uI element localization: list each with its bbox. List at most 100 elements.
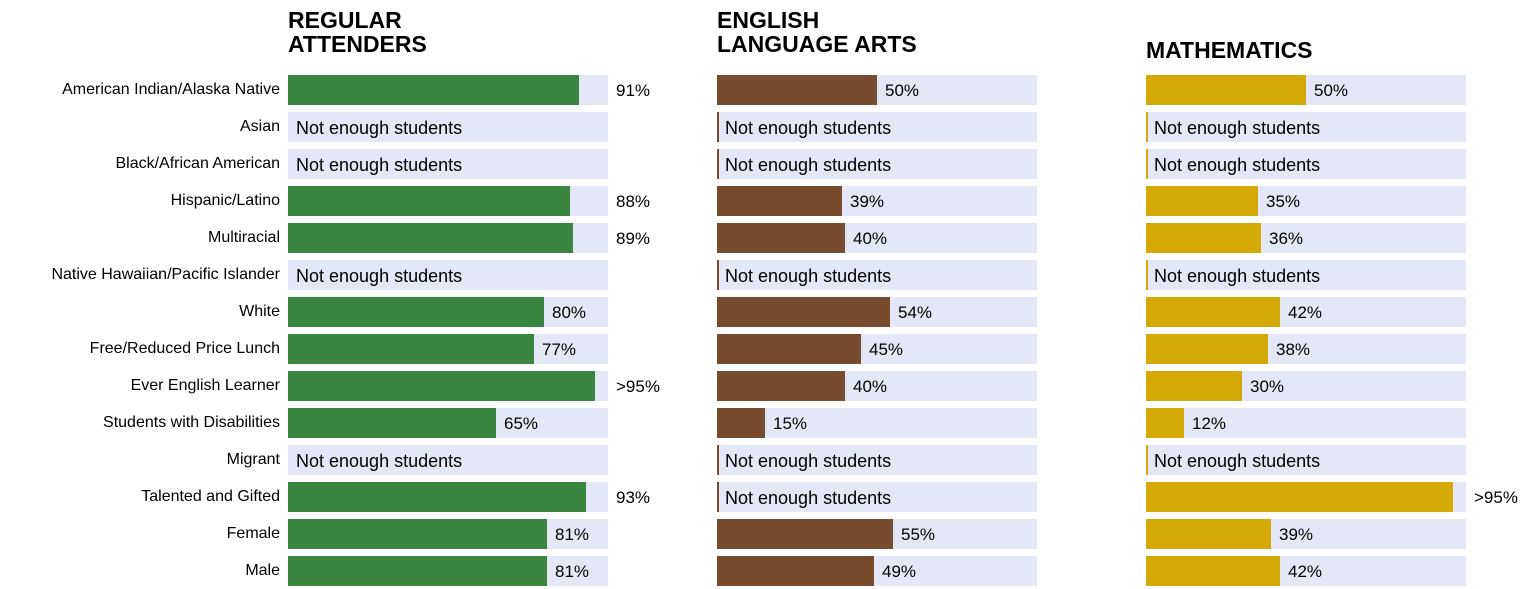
bar (717, 75, 877, 105)
data-label: 38% (1276, 340, 1311, 359)
data-label: 30% (1250, 377, 1285, 396)
data-label: 91% (616, 81, 651, 100)
category-label: Hispanic/Latino (170, 192, 280, 209)
category-label: Black/African American (115, 155, 280, 172)
bar (717, 556, 874, 586)
bar (717, 186, 842, 216)
not-enough-students-label: Not enough students (725, 155, 892, 175)
data-label: 40% (853, 229, 888, 248)
bar-track (1146, 149, 1466, 179)
empty-bar-stub (1146, 445, 1148, 475)
empty-bar-stub (717, 112, 719, 142)
category-label: Free/Reduced Price Lunch (89, 340, 280, 357)
bar-track (717, 408, 1037, 438)
category-label: Talented and Gifted (141, 488, 280, 505)
not-enough-students-label: Not enough students (1154, 155, 1321, 175)
bar (1146, 186, 1258, 216)
not-enough-students-label: Not enough students (725, 451, 892, 471)
category-label: American Indian/Alaska Native (62, 81, 280, 98)
bar (1146, 408, 1184, 438)
data-label: 35% (1266, 192, 1301, 211)
data-label: 49% (882, 562, 917, 581)
not-enough-students-label: Not enough students (725, 488, 892, 508)
bar (717, 371, 845, 401)
not-enough-students-label: Not enough students (296, 451, 463, 471)
bar-track (1146, 408, 1466, 438)
data-label: >95% (616, 377, 660, 396)
category-label: Ever English Learner (130, 377, 280, 394)
bar-track (1146, 260, 1466, 290)
category-label: Native Hawaiian/Pacific Islander (51, 266, 280, 283)
bar (1146, 519, 1271, 549)
category-label: Migrant (226, 451, 280, 468)
bar-track (717, 149, 1037, 179)
category-label: Asian (239, 118, 280, 135)
empty-bar-stub (1146, 260, 1148, 290)
data-label: 36% (1269, 229, 1304, 248)
data-label: 88% (616, 192, 651, 211)
bar (288, 223, 573, 253)
bar (1146, 297, 1280, 327)
bar (717, 334, 861, 364)
bar (1146, 223, 1261, 253)
data-label: 42% (1288, 303, 1323, 322)
data-label: 50% (1314, 81, 1349, 100)
data-label: 93% (616, 488, 651, 507)
data-label: 15% (773, 414, 808, 433)
data-label: >95% (1474, 488, 1518, 507)
category-label: White (239, 303, 280, 320)
bar (1146, 482, 1453, 512)
bar-track (717, 112, 1037, 142)
not-enough-students-label: Not enough students (1154, 266, 1321, 286)
data-label: 54% (898, 303, 933, 322)
bar (288, 334, 534, 364)
bar (288, 186, 570, 216)
data-label: 65% (504, 414, 539, 433)
panel-title: ENGLISH LANGUAGE ARTS (717, 7, 917, 57)
bar (1146, 334, 1268, 364)
bar (1146, 556, 1280, 586)
panel-title: REGULAR ATTENDERS (288, 7, 427, 57)
bar-track (288, 112, 608, 142)
not-enough-students-label: Not enough students (296, 155, 463, 175)
empty-bar-stub (1146, 149, 1148, 179)
empty-bar-stub (717, 260, 719, 290)
data-label: 80% (552, 303, 587, 322)
bar (1146, 75, 1306, 105)
bar (717, 408, 765, 438)
data-label: 55% (901, 525, 936, 544)
not-enough-students-label: Not enough students (1154, 451, 1321, 471)
data-label: 77% (542, 340, 577, 359)
category-label: Multiracial (207, 229, 280, 246)
not-enough-students-label: Not enough students (725, 118, 892, 138)
empty-bar-stub (717, 445, 719, 475)
bar-track (1146, 445, 1466, 475)
bar (288, 297, 544, 327)
not-enough-students-label: Not enough students (296, 266, 463, 286)
bar-track (288, 445, 608, 475)
data-label: 42% (1288, 562, 1323, 581)
data-label: 12% (1192, 414, 1227, 433)
category-label: Students with Disabilities (103, 414, 280, 431)
empty-bar-stub (1146, 112, 1148, 142)
bar (717, 223, 845, 253)
data-label: 89% (616, 229, 651, 248)
not-enough-students-label: Not enough students (1154, 118, 1321, 138)
category-label: Female (226, 525, 280, 542)
data-label: 39% (850, 192, 885, 211)
empty-bar-stub (717, 482, 719, 512)
bar-track (717, 482, 1037, 512)
bar (288, 519, 547, 549)
bar (1146, 371, 1242, 401)
bar-track (288, 260, 608, 290)
panel-title: MATHEMATICS (1146, 37, 1313, 63)
category-label: Male (245, 562, 280, 579)
bar (288, 556, 547, 586)
not-enough-students-label: Not enough students (296, 118, 463, 138)
data-label: 81% (555, 562, 590, 581)
empty-bar-stub (717, 149, 719, 179)
bar (717, 519, 893, 549)
bar (288, 371, 595, 401)
data-label: 39% (1279, 525, 1314, 544)
